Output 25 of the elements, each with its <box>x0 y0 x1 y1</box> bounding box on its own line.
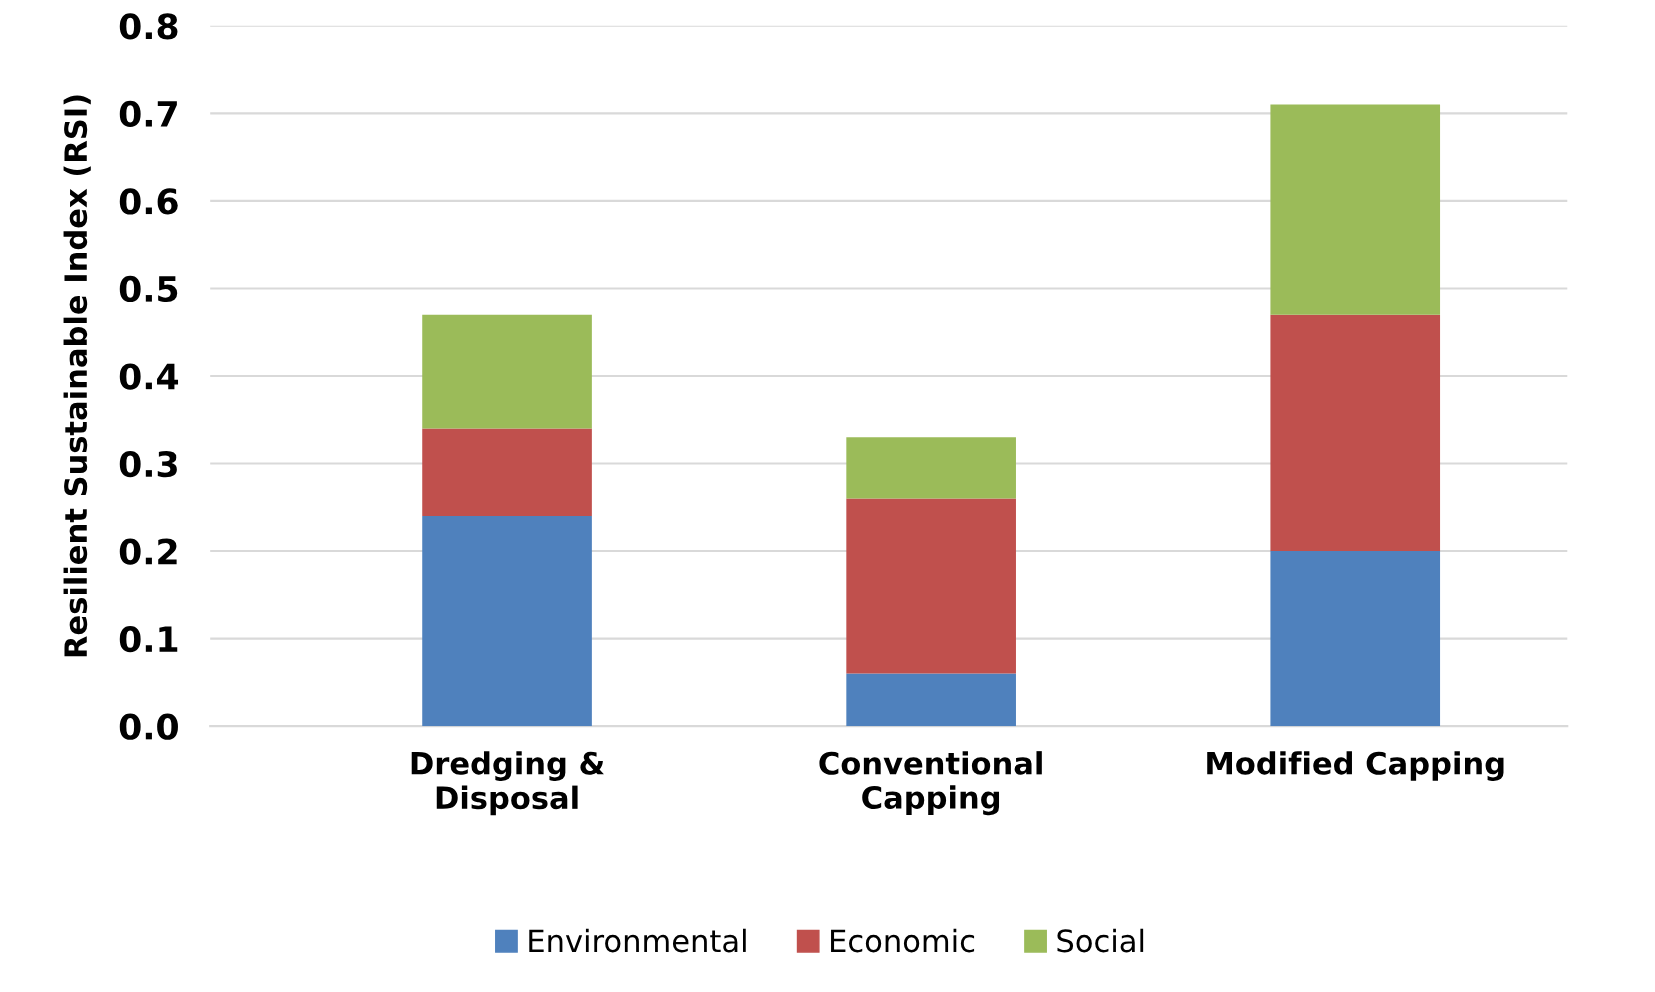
bar <box>422 314 592 429</box>
legend-label: Environmental <box>529 928 746 953</box>
bar <box>1270 104 1441 315</box>
y-tick-label: 0.6 <box>119 188 178 215</box>
bar <box>846 437 1016 499</box>
x-tick-label: Modified Capping <box>1207 751 1504 781</box>
y-tick-label: 0.7 <box>119 100 177 128</box>
bar <box>1270 551 1441 727</box>
bar <box>846 673 1016 727</box>
y-tick-label: 0.0 <box>119 713 178 740</box>
legend-label: Economic <box>831 928 975 953</box>
bar <box>422 516 592 727</box>
bar <box>846 498 1016 674</box>
legend-label: Social <box>1057 928 1144 953</box>
bar <box>422 428 592 517</box>
y-tick-label: 0.4 <box>119 363 179 390</box>
x-tick-label: Conventional Capping <box>819 751 1042 816</box>
y-axis-title: Resilient Sustainable Index (RSI) <box>63 95 91 657</box>
y-tick-label: 0.5 <box>119 275 178 303</box>
x-tick-label: Dredging & Disposal <box>411 751 604 816</box>
y-tick-label: 0.3 <box>119 450 177 478</box>
y-tick-label: 0.1 <box>119 626 178 653</box>
y-tick-label: 0.8 <box>119 13 178 40</box>
bar <box>1270 314 1441 552</box>
y-tick-label: 0.2 <box>119 538 177 565</box>
